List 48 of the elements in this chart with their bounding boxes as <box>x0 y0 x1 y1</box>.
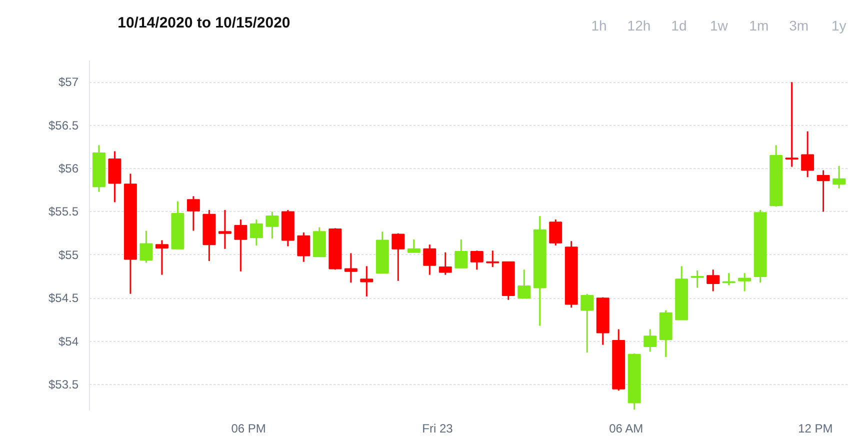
y-tick-label: $53.5 <box>48 378 79 392</box>
candlestick <box>392 232 405 282</box>
text: 1y <box>831 18 846 34</box>
candlestick <box>738 272 752 292</box>
candlestick <box>140 230 153 264</box>
candlestick <box>690 270 704 289</box>
candlestick <box>344 252 358 284</box>
candlestick <box>816 170 830 212</box>
candlestick <box>580 293 594 354</box>
chart-title: 10/14/2020 to 10/15/2020 <box>118 14 290 32</box>
x-tick-label: 06 AM <box>609 422 644 436</box>
candlestick <box>832 165 846 190</box>
candlestick <box>266 210 279 240</box>
candlestick <box>186 195 200 232</box>
y-tick-label: $56.5 <box>48 118 79 132</box>
candlestick <box>234 218 248 272</box>
candlestick <box>785 81 798 168</box>
candlestick <box>360 265 374 298</box>
text: 1h <box>591 18 607 34</box>
candlestick <box>518 268 531 299</box>
candlestick <box>407 238 420 254</box>
candlestick <box>218 209 232 250</box>
candlestick <box>423 244 436 276</box>
y-tick-label: $55 <box>58 248 79 262</box>
candlestick <box>438 252 452 276</box>
candlestick <box>454 238 468 269</box>
candlestick <box>706 268 720 292</box>
x-tick-label: Fri 23 <box>422 422 454 436</box>
y-tick-label: $55.5 <box>48 204 79 219</box>
x-tick-label: 06 PM <box>231 422 266 436</box>
candlestick <box>549 218 562 246</box>
candlestick <box>155 240 168 276</box>
text: 1d <box>671 18 687 34</box>
candlestick <box>722 272 736 286</box>
candlestick <box>644 328 657 352</box>
y-tick-label: $54.5 <box>48 291 79 306</box>
text: 12h <box>627 18 651 34</box>
y-tick-label: $54 <box>58 334 79 348</box>
text: 1w <box>710 18 729 34</box>
text: 1m <box>749 18 769 34</box>
candlestick <box>470 250 484 270</box>
text: 3m <box>789 18 809 34</box>
x-tick-label: 12 PM <box>798 422 833 436</box>
candlestick <box>801 130 814 178</box>
candlestick <box>250 218 263 246</box>
y-tick-label: $56 <box>58 162 79 176</box>
candlestick <box>297 232 310 263</box>
y-tick-label: $57 <box>58 75 79 90</box>
